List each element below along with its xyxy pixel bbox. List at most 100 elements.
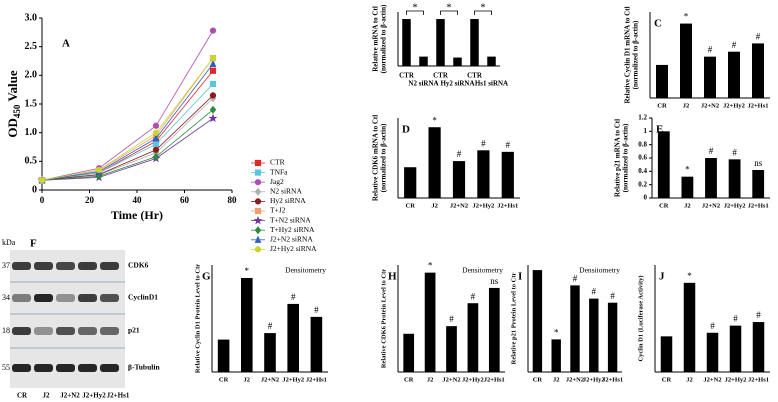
significance-label: ns <box>490 276 499 286</box>
significance-label: # <box>709 146 714 156</box>
annotation: Densitometry <box>579 266 620 275</box>
marker <box>209 92 217 99</box>
significance-label: # <box>732 147 737 157</box>
x-tick-label: N2 siRNA <box>408 80 438 88</box>
bar <box>607 302 618 372</box>
protein-label: CDK6 <box>128 261 149 270</box>
blot-band <box>100 327 119 335</box>
x-tick-label: 0 <box>40 195 45 205</box>
significance-label: * <box>413 2 418 13</box>
protein-label: p21 <box>128 326 140 335</box>
marker <box>152 152 160 161</box>
bar <box>404 167 417 198</box>
y-axis-label: Relative Cyclin D1 mRNA to Ctl <box>624 6 632 103</box>
significance-label: # <box>592 287 597 297</box>
significance-label: * <box>447 2 452 13</box>
kda-label: 18 <box>2 326 10 335</box>
bar <box>217 339 230 372</box>
significance-label: * <box>687 271 692 281</box>
x-tick-label: 60 <box>180 195 190 205</box>
significance-label: # <box>471 291 476 301</box>
legend-label: Jag2 <box>270 177 284 186</box>
y-axis-label: (normalized to β-actin) <box>632 20 640 89</box>
series-line <box>41 118 214 181</box>
bar <box>728 159 741 198</box>
bar <box>680 23 692 99</box>
bar <box>752 43 764 98</box>
x-axis-label: Time (Hr) <box>111 208 163 222</box>
bar <box>436 19 445 66</box>
x-tick-label: J2 <box>683 102 690 109</box>
significance-label: # <box>314 305 319 315</box>
protein-label: CyclinD1 <box>128 293 158 302</box>
bar <box>706 332 719 372</box>
blot-band <box>34 327 53 335</box>
panel-letter: A <box>62 38 70 50</box>
marker <box>208 113 218 123</box>
blot-band <box>78 262 97 270</box>
legend-label: T+Hy2 siRNA <box>270 225 315 234</box>
x-tick-label: CR <box>662 376 672 383</box>
chart-panel: CR J2 * J2+N2 # J2+Hy2 # J2+Hs1 # Relative p21 Pr… <box>510 265 623 383</box>
panel-letter: I <box>518 271 522 283</box>
blot-band <box>56 262 75 270</box>
y-tick-label: 2.5 <box>25 41 38 52</box>
x-tick-label: J2+Hs1 <box>748 202 769 209</box>
series-line <box>41 57 214 181</box>
y-axis-label: (normalized to β-actin) <box>380 123 388 192</box>
marker <box>209 27 217 34</box>
x-tick-label: J2+Hy2 <box>282 376 304 383</box>
x-tick-label: Hy2 siRNA <box>440 80 474 88</box>
bar <box>264 333 276 372</box>
significance-label: # <box>610 291 615 301</box>
lane-label: J2 <box>43 392 51 400</box>
legend-label: CTR <box>270 158 285 167</box>
significance-label: * <box>685 165 690 175</box>
legend-label: J2+Hy2 siRNA <box>270 244 317 253</box>
bar <box>477 150 490 198</box>
bracket <box>474 10 492 15</box>
significance-label: # <box>481 138 486 148</box>
x-tick-label: J2+Hs1 <box>602 376 623 383</box>
bar <box>402 19 411 66</box>
x-tick-label: CR <box>219 376 229 383</box>
y-tick-label: 0.4 <box>638 167 647 175</box>
y-tick-label: 1.0 <box>25 127 38 138</box>
series-line <box>41 95 214 181</box>
significance-label: ns <box>754 158 763 168</box>
blot-band <box>12 262 31 270</box>
panel-letter: F <box>30 238 37 250</box>
x-tick-label: CR <box>404 376 414 383</box>
series-line <box>41 109 214 181</box>
x-tick-label: J2+Hy2 <box>724 202 746 209</box>
bar <box>532 270 543 372</box>
x-tick-label: J2+N2 <box>703 376 721 383</box>
blot-band <box>78 327 97 335</box>
marker <box>209 67 217 74</box>
bar <box>728 51 740 98</box>
x-tick-label: J2+Hs1 <box>306 376 327 383</box>
panel-letter: E <box>656 124 663 136</box>
bar <box>657 131 670 198</box>
x-tick-label: J2+N2 <box>566 376 584 383</box>
series-line <box>41 30 214 181</box>
x-tick-label: CR <box>657 102 667 109</box>
marker <box>95 166 103 174</box>
x-tick-label: J2 <box>431 202 438 209</box>
panel-letter: C <box>654 18 662 30</box>
blot-band <box>56 294 75 302</box>
x-tick-label: J2+Hy2 <box>473 202 495 209</box>
y-tick-label: 1.5 <box>25 98 38 109</box>
x-tick-label: J2+Hs1 <box>748 376 769 383</box>
significance-label: * <box>428 261 433 271</box>
significance-label: # <box>710 321 715 331</box>
x-tick-label: J2+Hy2 <box>725 376 747 383</box>
bar <box>424 272 436 372</box>
y-axis-label: OD450 Value <box>5 70 22 138</box>
y-axis-label: Relative Cyclin D1 Protein Level to Ctr <box>194 264 201 373</box>
x-tick-label: CTR <box>399 72 415 80</box>
significance-label: * <box>684 12 689 22</box>
y-tick-label: 1 <box>644 127 648 135</box>
panel-letter: J <box>659 271 665 283</box>
